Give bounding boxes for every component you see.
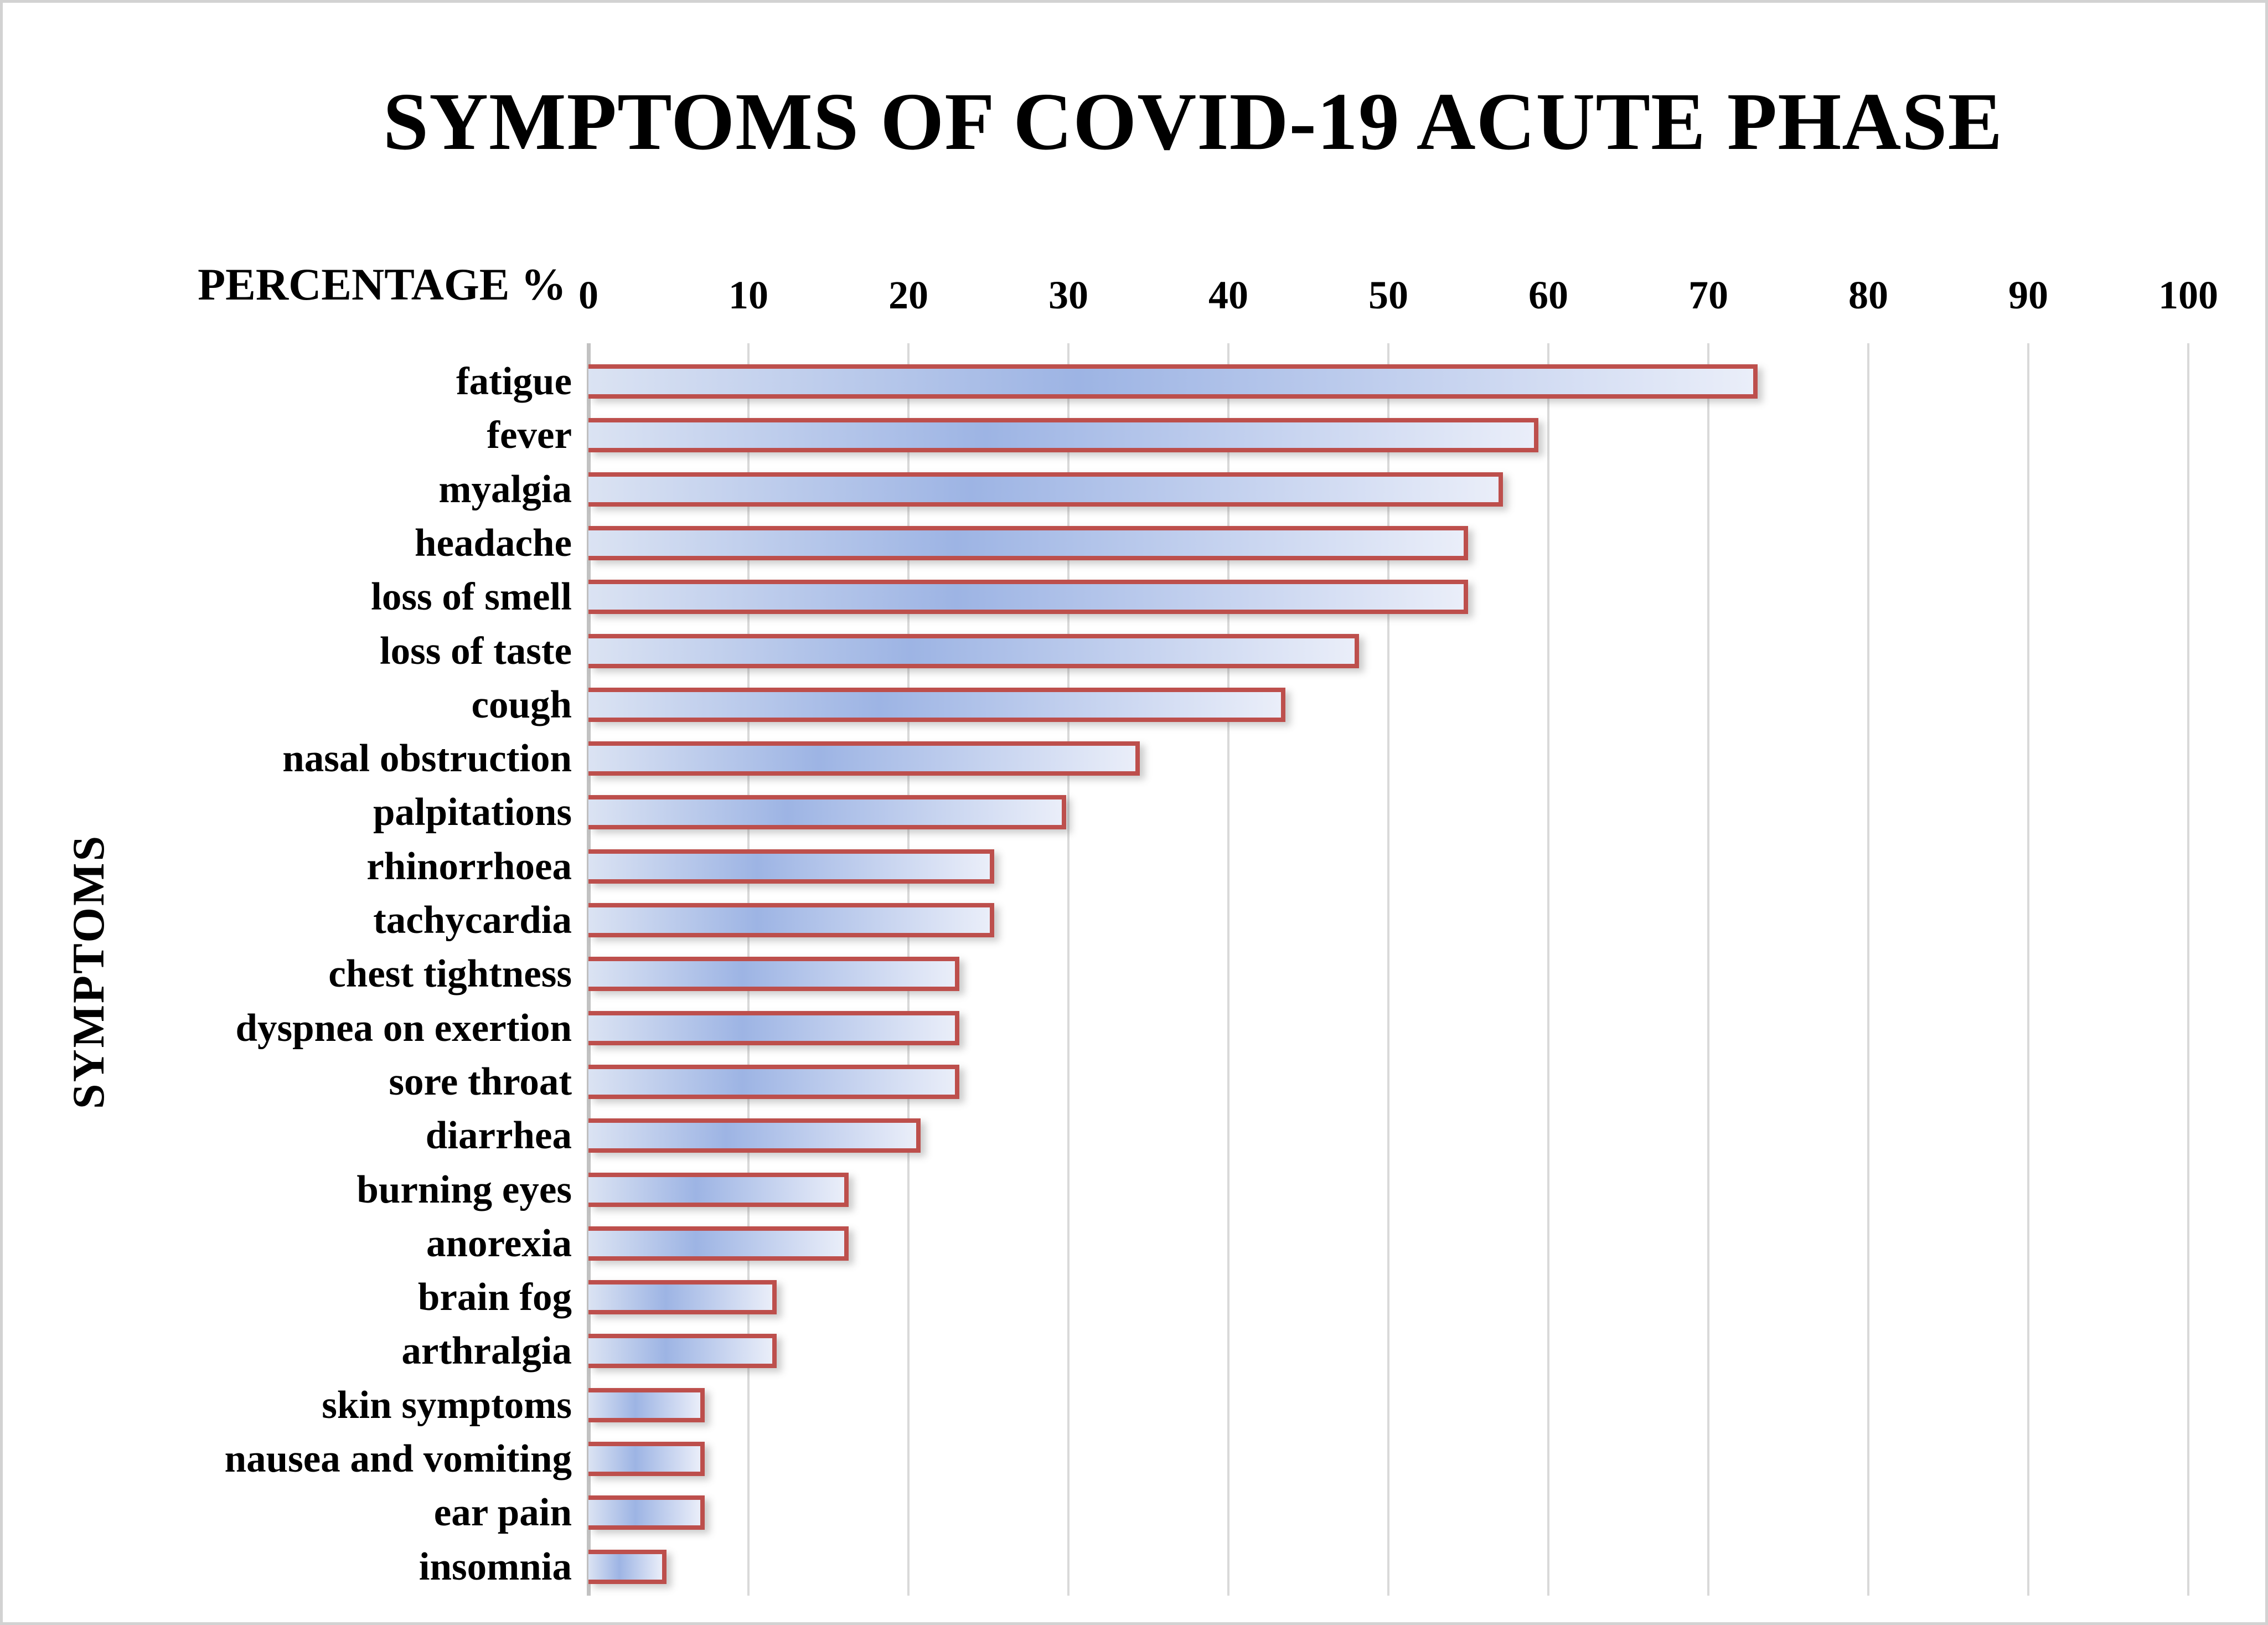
x-tick-20: 20 (888, 273, 928, 317)
bar-fever (588, 418, 1538, 453)
category-label-brain-fog: brain fog (417, 1276, 572, 1319)
bar-skin-symptoms (588, 1387, 705, 1422)
x-tick-40: 40 (1208, 273, 1248, 317)
bar-palpitations (588, 795, 1067, 830)
bar-myalgia (588, 472, 1504, 507)
bar-diarrhea (588, 1118, 921, 1153)
x-tick-10: 10 (729, 273, 768, 317)
category-label-nasal-obstruction: nasal obstruction (282, 737, 572, 781)
x-tick-30: 30 (1048, 273, 1088, 317)
gridline-40 (1227, 343, 1229, 1596)
bar-fatigue (588, 364, 1758, 399)
bar-chest-tightness (588, 957, 959, 992)
bar-brain-fog (588, 1280, 777, 1315)
category-label-loss-of-taste: loss of taste (379, 629, 572, 673)
category-label-insomnia: insomnia (419, 1545, 572, 1588)
bar-burning-eyes (588, 1172, 849, 1207)
gridline-90 (2027, 343, 2029, 1596)
bar-insomnia (588, 1549, 667, 1584)
bar-arthralgia (588, 1334, 777, 1369)
gridline-30 (1067, 343, 1070, 1596)
x-tick-100: 100 (2158, 273, 2218, 317)
category-label-myalgia: myalgia (438, 467, 572, 511)
category-label-chest-tightness: chest tightness (328, 952, 572, 996)
x-tick-80: 80 (1848, 273, 1888, 317)
category-label-anorexia: anorexia (426, 1221, 572, 1265)
category-label-diarrhea: diarrhea (425, 1114, 572, 1158)
category-label-headache: headache (415, 521, 572, 565)
x-tick-0: 0 (578, 273, 598, 317)
bar-cough (588, 687, 1286, 722)
bar-ear-pain (588, 1495, 705, 1530)
category-label-ear-pain: ear pain (433, 1491, 572, 1535)
bar-tachycardia (588, 903, 995, 937)
x-tick-90: 90 (2008, 273, 2048, 317)
bar-nausea-and-vomiting (588, 1442, 705, 1476)
chart-title: SYMPTOMS OF COVID-19 ACUTE PHASE (383, 76, 2003, 167)
category-label-dyspnea-on-exertion: dyspnea on exertion (235, 1006, 572, 1050)
category-label-sore-throat: sore throat (389, 1060, 572, 1103)
gridline-100 (2187, 343, 2189, 1596)
gridline-80 (1867, 343, 1869, 1596)
category-label-nausea-and-vomiting: nausea and vomiting (224, 1437, 572, 1480)
x-axis-label: PERCENTAGE % (198, 259, 566, 309)
category-label-tachycardia: tachycardia (373, 899, 572, 942)
x-tick-60: 60 (1528, 273, 1568, 317)
gridline-50 (1387, 343, 1389, 1596)
x-tick-50: 50 (1368, 273, 1408, 317)
bar-loss-of-smell (588, 580, 1468, 615)
bar-loss-of-taste (588, 633, 1360, 668)
category-label-burning-eyes: burning eyes (357, 1168, 572, 1211)
bar-nasal-obstruction (588, 741, 1140, 776)
category-label-loss-of-smell: loss of smell (371, 575, 572, 619)
bar-rhinorrhoea (588, 849, 995, 884)
category-label-arthralgia: arthralgia (401, 1329, 572, 1373)
category-label-fever: fever (487, 414, 572, 457)
bar-headache (588, 525, 1468, 560)
gridline-60 (1547, 343, 1549, 1596)
gridline-70 (1707, 343, 1709, 1596)
bar-sore-throat (588, 1064, 959, 1099)
category-label-palpitations: palpitations (373, 791, 572, 834)
x-tick-70: 70 (1688, 273, 1728, 317)
bar-dyspnea-on-exertion (588, 1010, 959, 1045)
bar-anorexia (588, 1226, 849, 1261)
category-label-cough: cough (471, 683, 572, 726)
category-label-fatigue: fatigue (456, 360, 572, 403)
category-label-rhinorrhoea: rhinorrhoea (366, 844, 572, 888)
category-label-skin-symptoms: skin symptoms (322, 1383, 572, 1427)
